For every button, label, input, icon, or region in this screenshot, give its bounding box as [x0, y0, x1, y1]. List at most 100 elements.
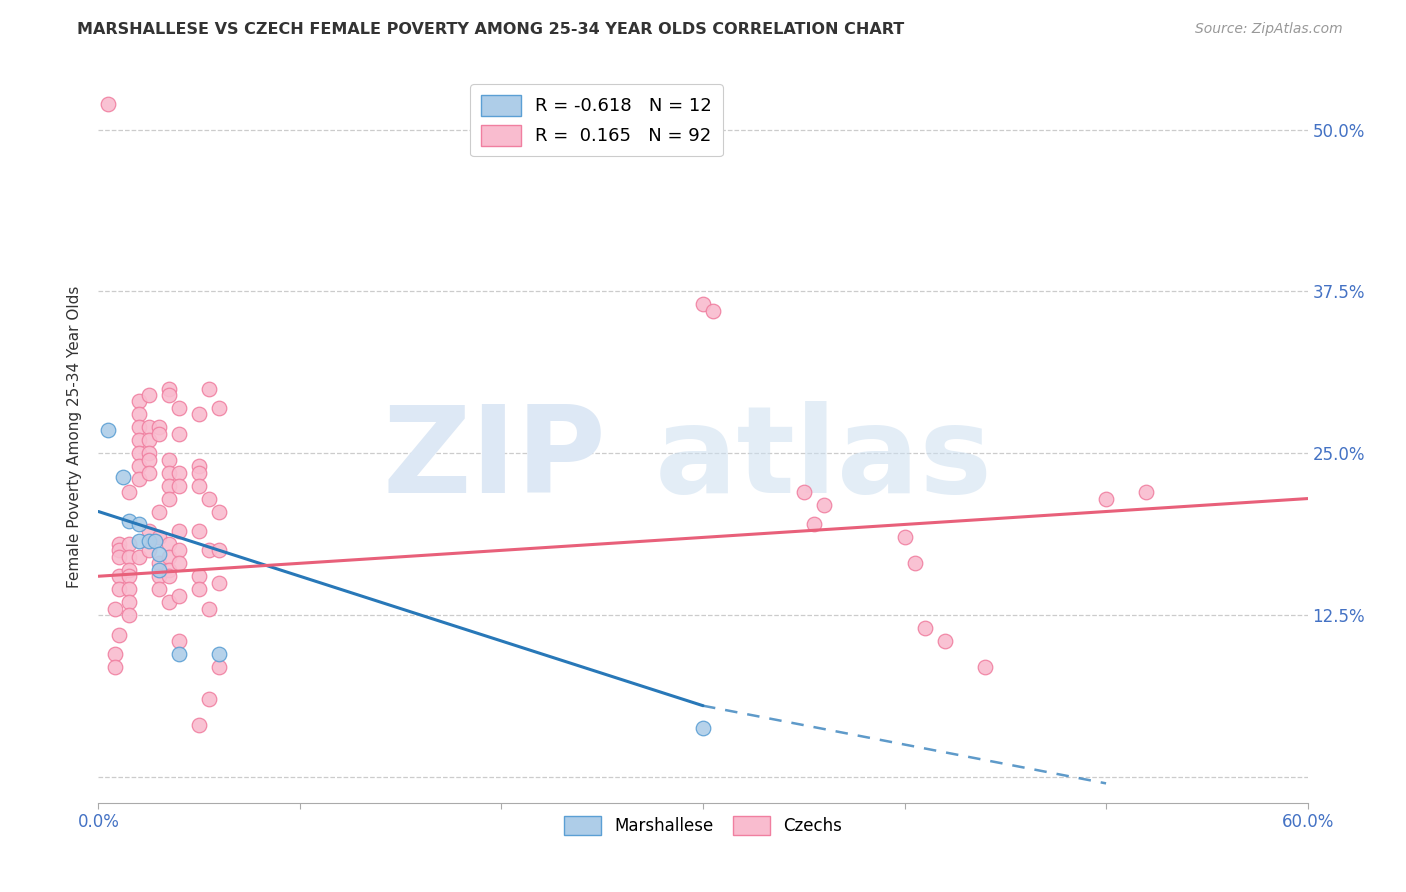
- Point: [188, 524, 211, 538]
- Point: [198, 692, 221, 706]
- Point: [118, 485, 141, 500]
- Point: [208, 660, 231, 674]
- Point: [128, 408, 150, 422]
- Point: [893, 530, 915, 544]
- Point: [167, 524, 190, 538]
- Point: [138, 452, 160, 467]
- Point: [148, 569, 170, 583]
- Point: [167, 647, 190, 661]
- Point: [138, 388, 160, 402]
- Point: [157, 549, 180, 564]
- Point: [138, 534, 160, 549]
- Point: [188, 408, 211, 422]
- Point: [148, 563, 170, 577]
- Point: [914, 621, 936, 635]
- Point: [148, 504, 170, 518]
- Point: [148, 420, 170, 434]
- Point: [111, 469, 134, 483]
- Point: [138, 434, 160, 448]
- Point: [103, 660, 125, 674]
- Point: [157, 563, 180, 577]
- Point: [107, 549, 129, 564]
- Text: MARSHALLESE VS CZECH FEMALE POVERTY AMONG 25-34 YEAR OLDS CORRELATION CHART: MARSHALLESE VS CZECH FEMALE POVERTY AMON…: [77, 22, 904, 37]
- Point: [148, 547, 170, 561]
- Point: [1135, 485, 1157, 500]
- Text: Source: ZipAtlas.com: Source: ZipAtlas.com: [1195, 22, 1343, 37]
- Point: [97, 423, 120, 437]
- Point: [118, 569, 141, 583]
- Point: [208, 647, 231, 661]
- Point: [118, 582, 141, 597]
- Point: [208, 543, 231, 558]
- Point: [138, 543, 160, 558]
- Point: [188, 718, 211, 732]
- Point: [97, 96, 120, 111]
- Point: [157, 466, 180, 480]
- Point: [157, 478, 180, 492]
- Point: [167, 478, 190, 492]
- Point: [103, 647, 125, 661]
- Point: [157, 382, 180, 396]
- Point: [118, 608, 141, 623]
- Point: [167, 466, 190, 480]
- Point: [934, 634, 956, 648]
- Point: [167, 543, 190, 558]
- Point: [128, 434, 150, 448]
- Point: [198, 601, 221, 615]
- Point: [813, 498, 835, 512]
- Point: [107, 627, 129, 641]
- Point: [157, 491, 180, 506]
- Point: [107, 537, 129, 551]
- Point: [103, 601, 125, 615]
- Point: [128, 446, 150, 460]
- Point: [107, 569, 129, 583]
- Point: [157, 388, 180, 402]
- Point: [138, 446, 160, 460]
- Point: [143, 534, 166, 549]
- Point: [188, 466, 211, 480]
- Point: [198, 543, 221, 558]
- Point: [157, 595, 180, 609]
- Point: [188, 478, 211, 492]
- Point: [138, 466, 160, 480]
- Point: [157, 537, 180, 551]
- Point: [188, 459, 211, 474]
- Point: [188, 569, 211, 583]
- Text: ZIP: ZIP: [382, 401, 606, 517]
- Point: [118, 537, 141, 551]
- Point: [157, 452, 180, 467]
- Point: [148, 582, 170, 597]
- Point: [138, 524, 160, 538]
- Point: [138, 420, 160, 434]
- Text: atlas: atlas: [655, 401, 993, 517]
- Point: [118, 514, 141, 528]
- Point: [208, 504, 231, 518]
- Point: [167, 589, 190, 603]
- Point: [692, 297, 714, 311]
- Point: [1095, 491, 1118, 506]
- Point: [118, 595, 141, 609]
- Point: [692, 721, 714, 735]
- Point: [128, 394, 150, 409]
- Point: [208, 575, 231, 590]
- Legend: Marshallese, Czechs: Marshallese, Czechs: [557, 809, 849, 842]
- Point: [148, 426, 170, 441]
- Point: [198, 491, 221, 506]
- Point: [157, 569, 180, 583]
- Point: [974, 660, 997, 674]
- Point: [128, 420, 150, 434]
- Point: [167, 401, 190, 415]
- Point: [148, 530, 170, 544]
- Point: [148, 557, 170, 571]
- Point: [128, 549, 150, 564]
- Point: [198, 382, 221, 396]
- Point: [167, 426, 190, 441]
- Point: [188, 582, 211, 597]
- Point: [128, 472, 150, 486]
- Point: [793, 485, 815, 500]
- Point: [803, 517, 825, 532]
- Point: [107, 543, 129, 558]
- Point: [118, 563, 141, 577]
- Point: [167, 557, 190, 571]
- Point: [904, 557, 927, 571]
